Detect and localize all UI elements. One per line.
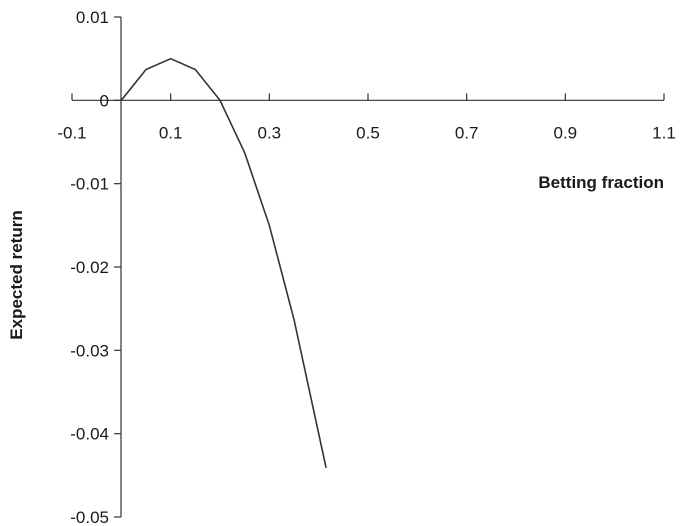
x-tick-label: 0.9 xyxy=(554,123,578,142)
x-tick-label: 1.1 xyxy=(652,123,676,142)
y-axis-title: Expected return xyxy=(7,210,26,339)
y-tick-label: 0.01 xyxy=(76,8,109,27)
x-tick-label: 0.1 xyxy=(159,123,183,142)
x-tick-label: 0.3 xyxy=(258,123,282,142)
x-axis-title: Betting fraction xyxy=(538,173,664,192)
y-tick-label: -0.02 xyxy=(70,258,109,277)
y-tick-label: -0.04 xyxy=(70,425,109,444)
expected-return-curve xyxy=(120,57,327,468)
x-tick-label: 0.5 xyxy=(356,123,380,142)
axes xyxy=(72,17,664,517)
series-group xyxy=(120,57,327,468)
y-tick-label: -0.01 xyxy=(70,175,109,194)
x-tick-label: 0.7 xyxy=(455,123,479,142)
y-ticks: 0.01 0 -0.01 -0.02 -0.03 -0.04 -0.05 xyxy=(70,8,121,526)
y-tick-label: -0.05 xyxy=(70,508,109,526)
x-tick-label: -0.1 xyxy=(57,123,86,142)
y-tick-label: -0.03 xyxy=(70,341,109,360)
x-ticks: -0.1 0.1 0.3 0.5 0.7 0.9 1.1 xyxy=(57,93,676,142)
y-tick-label: 0 xyxy=(100,91,109,110)
